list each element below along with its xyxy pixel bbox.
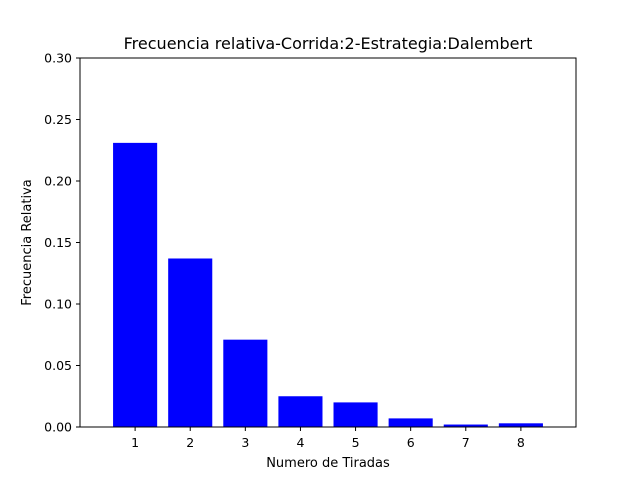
x-tick-label: 7: [462, 435, 470, 450]
y-tick-label: 0.20: [44, 174, 72, 189]
y-tick-label: 0.05: [44, 358, 72, 373]
bar-6: [388, 418, 433, 427]
x-tick-label: 8: [517, 435, 525, 450]
x-axis-label: Numero de Tiradas: [266, 456, 390, 471]
x-tick-label: 5: [352, 435, 360, 450]
bar-5: [333, 402, 378, 427]
bar-3: [223, 339, 268, 427]
x-tick-label: 3: [241, 435, 249, 450]
bars-group: [113, 142, 543, 427]
chart-title: Frecuencia relativa-Corrida:2-Estrategia…: [124, 34, 533, 53]
bar-1: [113, 142, 158, 427]
y-axis-label: Frecuencia Relativa: [20, 179, 35, 305]
bar-8: [498, 423, 543, 427]
bar-2: [168, 258, 213, 427]
y-tick-label: 0.25: [44, 112, 72, 127]
y-tick-label: 0.10: [44, 297, 72, 312]
x-tick-label: 4: [296, 435, 304, 450]
y-tick-label: 0.30: [44, 51, 72, 66]
x-axis-ticks: 1 2 3 4 5 6 7 8: [131, 427, 525, 450]
bar-4: [278, 396, 323, 427]
x-tick-label: 1: [131, 435, 139, 450]
x-tick-label: 2: [186, 435, 194, 450]
y-axis-ticks: 0.00 0.05 0.10 0.15 0.20 0.25 0.30: [44, 51, 80, 435]
y-tick-label: 0.00: [44, 420, 72, 435]
y-tick-label: 0.15: [44, 235, 72, 250]
x-tick-label: 6: [407, 435, 415, 450]
bar-7: [443, 424, 488, 427]
plot-frame: [79, 57, 577, 428]
